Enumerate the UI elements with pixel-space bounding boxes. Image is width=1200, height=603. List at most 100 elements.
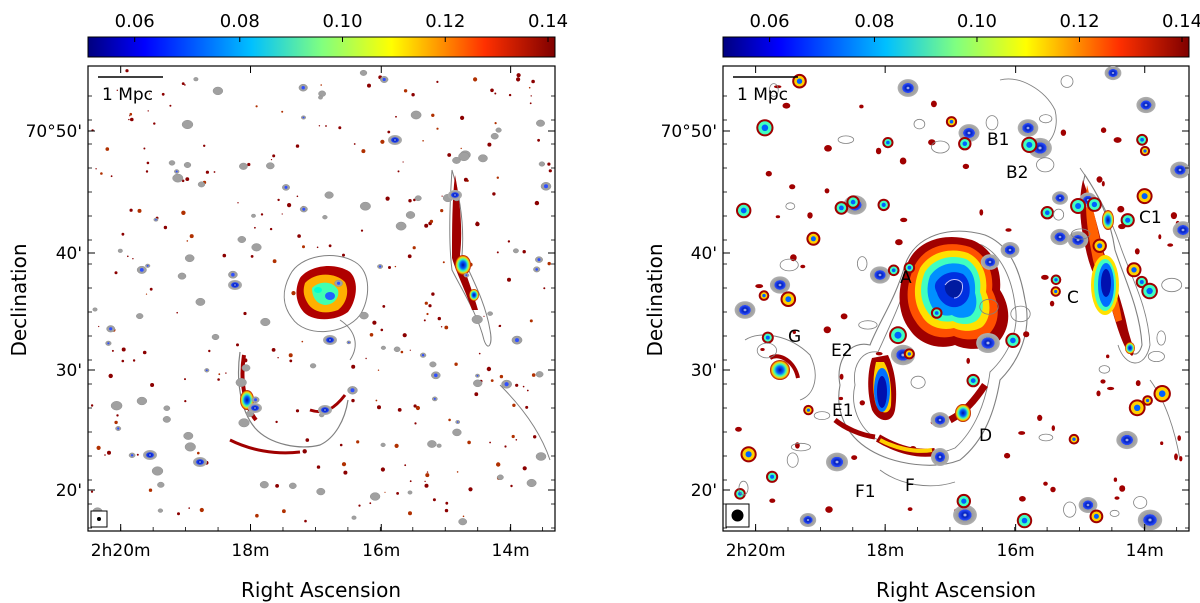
colorbar-right-gradient (722, 36, 1190, 58)
noise-speckle (409, 349, 411, 351)
compact-source (238, 418, 250, 428)
bright-source (323, 335, 337, 345)
noise-speckle (475, 221, 480, 227)
noise-speckle (184, 400, 187, 403)
contour-blob (785, 202, 796, 211)
compact-source-core (894, 331, 902, 339)
noise-speckle (111, 349, 114, 352)
noise-speckle (525, 405, 529, 409)
compact-source-core (117, 427, 120, 430)
noise-speckle (150, 383, 155, 387)
contour-blob (979, 298, 999, 315)
noise-speckle (369, 502, 372, 505)
noise-speckle (377, 369, 380, 371)
noise-blob (875, 147, 882, 155)
region-label-g: G (788, 327, 801, 347)
noise-speckle (213, 171, 216, 173)
noise-speckle (403, 89, 408, 93)
compact-source (436, 443, 442, 448)
bright-source (448, 190, 462, 200)
bright-source (1078, 497, 1098, 513)
compact-source-core (1010, 337, 1016, 344)
noise-speckle (462, 515, 465, 518)
noise-speckle (511, 434, 515, 439)
left-y-tick-label: 30' (56, 361, 82, 381)
noise-speckle (116, 414, 119, 417)
noise-speckle (508, 93, 512, 97)
compact-source-core (544, 184, 548, 189)
compact-source (393, 346, 401, 353)
right-x-tick-label: 14m (1126, 541, 1164, 561)
noise-speckle (424, 223, 429, 228)
noise-speckle (351, 364, 356, 369)
compact-source (427, 440, 437, 448)
contour-blob (1133, 496, 1148, 509)
contour-blob (1038, 433, 1054, 442)
noise-speckle (95, 168, 97, 170)
noise-speckle (489, 441, 491, 444)
compact-source-core (810, 236, 816, 242)
noise-blob (1119, 485, 1126, 492)
compact-source (184, 254, 195, 263)
bright-source (1136, 96, 1156, 114)
noise-speckle (445, 501, 449, 505)
colorbar-left-tick-label: 0.14 (528, 11, 568, 32)
compact-source (288, 482, 297, 489)
noise-speckle (423, 319, 426, 322)
noise-speckle (199, 507, 204, 513)
compact-source (359, 201, 371, 211)
noise-speckle (328, 244, 332, 248)
noise-speckle (367, 83, 371, 88)
noise-blob (824, 188, 830, 194)
compact-source-core (1021, 517, 1028, 524)
noise-blob (1043, 481, 1048, 486)
noise-speckle (145, 170, 149, 173)
noise-blob (840, 313, 848, 320)
noise-speckle (121, 347, 126, 352)
compact-source-core (745, 451, 752, 458)
region-label-c1: C1 (1139, 208, 1162, 228)
left-central-halo (283, 255, 369, 332)
compact-source-core (806, 408, 811, 412)
noise-speckle (504, 445, 507, 448)
compact-source (490, 132, 499, 140)
compact-source (309, 363, 317, 369)
noise-blob (775, 215, 781, 219)
noise-speckle (375, 399, 378, 402)
noise-blob (1107, 386, 1115, 391)
noise-speckle (380, 328, 384, 332)
compact-source-core (907, 352, 911, 356)
noise-speckle (431, 113, 435, 118)
noise-speckle (369, 333, 374, 337)
noise-speckle (272, 154, 276, 158)
compact-source-core (891, 268, 896, 273)
noise-blob (1100, 127, 1107, 133)
compact-source (177, 272, 187, 280)
noise-speckle (342, 253, 345, 257)
noise-speckle (498, 325, 501, 327)
compact-source (251, 213, 256, 218)
bright-source (930, 412, 950, 428)
left-x-tick-label: 2h20m (91, 541, 151, 561)
noise-speckle (529, 102, 532, 105)
noise-speckle (222, 253, 227, 258)
compact-source-core (421, 354, 425, 357)
compact-source (183, 431, 194, 440)
noise-blob (792, 330, 796, 334)
compact-source (195, 297, 206, 306)
noise-speckle (137, 208, 142, 213)
contour-blob (1156, 330, 1166, 346)
noise-speckle (547, 261, 551, 266)
bright-source (953, 504, 977, 526)
noise-blob (962, 163, 970, 170)
region-label-b2: B2 (1006, 163, 1028, 183)
noise-speckle (269, 227, 273, 231)
contour-blob (837, 135, 855, 144)
compact-source-core (907, 265, 912, 270)
colorbar-right-tick-label: 0.10 (957, 11, 997, 32)
compact-source-core (155, 218, 157, 221)
compact-source (162, 416, 171, 423)
noise-speckle (291, 291, 296, 296)
noise-blob (825, 506, 833, 513)
